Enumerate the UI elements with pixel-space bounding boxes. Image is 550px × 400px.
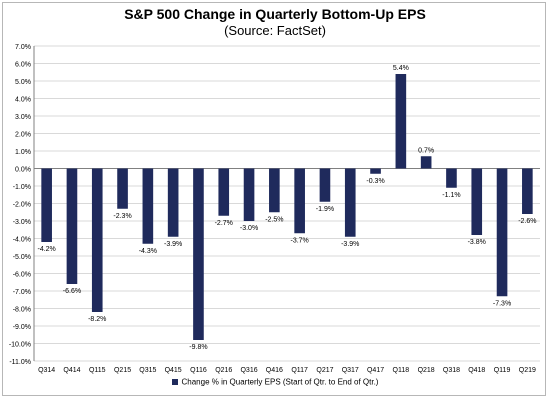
x-tick-label: Q317 (342, 367, 359, 374)
x-tick-label: Q415 (165, 367, 182, 374)
x-tick-label: Q218 (418, 367, 435, 374)
data-label: -3.0% (240, 225, 258, 232)
bar (91, 168, 103, 312)
y-tick-label: -4.0% (13, 237, 31, 244)
data-label: -1.9% (316, 206, 334, 213)
x-tick-label: Q417 (367, 367, 384, 374)
bar (522, 168, 533, 214)
y-tick-label: -6.0% (13, 272, 31, 279)
x-tick-label: Q217 (316, 367, 333, 374)
x-tick-label: Q118 (393, 367, 410, 374)
data-label: 5.4% (393, 65, 409, 72)
data-label: -2.6% (518, 218, 536, 225)
y-tick-label: 2.0% (15, 132, 31, 139)
y-tick-label: 5.0% (15, 79, 31, 86)
bar (41, 168, 52, 242)
bar (294, 168, 305, 234)
y-tick-label: -10.0% (9, 342, 31, 349)
chart-title: S&P 500 Change in Quarterly Bottom-Up EP… (124, 6, 426, 22)
legend-swatch (171, 378, 178, 385)
data-label: -3.9% (164, 241, 182, 248)
data-label: -4.2% (38, 246, 56, 253)
data-label: -8.2% (88, 316, 106, 323)
x-tick-label: Q316 (240, 367, 257, 374)
bar (420, 156, 432, 169)
y-tick-label: -5.0% (13, 254, 31, 261)
x-tick-label: Q418 (468, 367, 485, 374)
y-tick-label: -7.0% (13, 289, 31, 296)
y-tick-label: -3.0% (13, 219, 31, 226)
data-label: 0.7% (418, 147, 434, 154)
bar (117, 168, 128, 209)
legend-label: Change % in Quarterly EPS (Start of Qtr.… (181, 377, 379, 387)
bar (471, 168, 483, 235)
data-label: -0.3% (366, 178, 384, 185)
y-tick-label: -11.0% (9, 359, 31, 366)
data-label: -6.6% (63, 288, 81, 295)
bar (344, 168, 356, 237)
bar (193, 168, 204, 340)
x-tick-label: Q215 (114, 367, 131, 374)
x-tick-label: Q115 (89, 367, 106, 374)
x-tick-label: Q318 (443, 367, 460, 374)
bar (446, 168, 457, 188)
data-label: -2.5% (265, 216, 283, 223)
x-tick-label: Q117 (291, 367, 308, 374)
chart-legend: Change % in Quarterly EPS (Start of Qtr.… (0, 377, 550, 386)
bar (142, 168, 154, 244)
x-tick-label: Q414 (63, 367, 80, 374)
data-label: -3.7% (291, 237, 309, 244)
y-tick-label: 3.0% (15, 114, 31, 121)
data-label: -3.8% (468, 239, 486, 246)
data-label: -7.3% (493, 300, 511, 307)
bar (319, 168, 331, 202)
data-label: -9.8% (189, 344, 207, 351)
bar (66, 168, 78, 284)
y-tick-label: -9.0% (13, 324, 31, 331)
y-tick-label: 4.0% (15, 97, 31, 104)
x-tick-label: Q219 (519, 367, 536, 374)
y-tick-label: -8.0% (13, 307, 31, 314)
y-tick-label: 6.0% (15, 62, 31, 69)
x-tick-label: Q416 (266, 367, 283, 374)
bar (243, 168, 255, 221)
bar (496, 168, 508, 297)
y-tick-label: 0.0% (15, 167, 31, 174)
x-tick-label: Q116 (190, 367, 207, 374)
chart-subtitle: (Source: FactSet) (224, 23, 326, 38)
y-tick-label: 1.0% (15, 149, 31, 156)
data-label: -4.3% (139, 248, 157, 255)
data-label: -2.7% (215, 220, 233, 227)
data-label: -3.9% (341, 241, 359, 248)
data-label: -2.3% (113, 213, 131, 220)
x-tick-label: Q119 (494, 367, 511, 374)
x-tick-label: Q216 (215, 367, 232, 374)
y-tick-label: -2.0% (13, 202, 31, 209)
bar (218, 168, 230, 216)
data-label: -1.1% (442, 192, 460, 199)
bar (167, 168, 179, 237)
bar (370, 168, 381, 174)
bar (269, 168, 280, 213)
bar (395, 74, 407, 169)
x-tick-label: Q315 (139, 367, 156, 374)
y-tick-label: 7.0% (15, 44, 31, 51)
x-tick-label: Q314 (38, 367, 55, 374)
y-tick-label: -1.0% (13, 184, 31, 191)
